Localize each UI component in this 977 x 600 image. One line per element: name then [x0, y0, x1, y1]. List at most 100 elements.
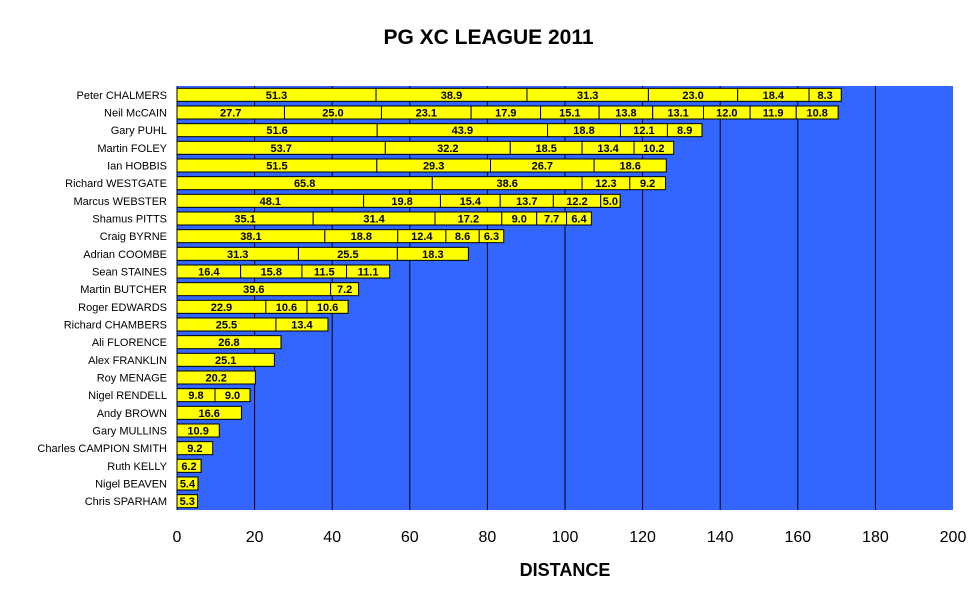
segment-value-label: 12.4 [411, 231, 433, 243]
bar-segment [176, 476, 199, 491]
category-label: Richard CHAMBERS [64, 320, 167, 332]
bar-row: 25.1 [176, 352, 275, 367]
bar-segment [306, 299, 349, 314]
bar-row: 27.7 25.0 23.1 17.9 15.1 13.8 13.1 12.0 11.9 10.8 [176, 105, 839, 120]
segment-value-label: 9.2 [187, 443, 202, 455]
bar-row: 5.4 [176, 476, 199, 491]
bar-segment [396, 246, 469, 261]
category-label: Marcus WEBSTER [73, 196, 167, 208]
category-label: Chris SPARHAM [85, 496, 167, 508]
segment-value-label: 10.8 [806, 108, 827, 120]
segment-value-label: 13.1 [667, 108, 688, 120]
segment-value-label: 20.2 [205, 373, 226, 385]
category-label: Sean STAINES [92, 267, 167, 279]
bar-row: 51.5 29.3 26.7 18.6 [176, 158, 667, 173]
bar-segment [176, 494, 199, 509]
segment-value-label: 29.3 [423, 161, 444, 173]
segment-value-label: 18.6 [619, 161, 640, 173]
segment-value-label: 8.6 [455, 231, 470, 243]
bar-row: 25.5 13.4 [176, 317, 329, 332]
segment-value-label: 51.5 [266, 161, 287, 173]
x-tick-label: 120 [629, 529, 656, 546]
segment-value-label: 39.6 [243, 284, 264, 296]
bar-segment [214, 388, 251, 403]
segment-value-label: 22.9 [211, 302, 232, 314]
x-tick-label: 20 [246, 529, 264, 546]
segment-value-label: 6.2 [181, 461, 196, 473]
bar-row: 35.1 31.4 17.2 9.0 7.7 6.4 [176, 211, 592, 226]
segment-value-label: 6.4 [571, 214, 587, 226]
segment-value-label: 27.7 [220, 108, 241, 120]
bar-row: 39.6 7.2 [176, 282, 360, 297]
bar-segment [330, 282, 360, 297]
category-label: Charles CAMPION SMITH [37, 443, 167, 455]
segment-value-label: 11.5 [314, 267, 335, 279]
segment-value-label: 17.9 [495, 108, 516, 120]
segment-value-label: 11.9 [763, 108, 784, 120]
segment-value-label: 7.7 [544, 214, 559, 226]
segment-value-label: 48.1 [260, 196, 281, 208]
bar-row: 48.1 19.8 15.4 13.7 12.2 5.0 [176, 193, 621, 208]
segment-value-label: 10.6 [276, 302, 297, 314]
segment-value-label: 35.1 [234, 214, 255, 226]
segment-value-label: 38.9 [441, 90, 462, 102]
segment-value-label: 53.7 [270, 143, 291, 155]
category-label: Nigel BEAVEN [95, 479, 167, 491]
bar-segment [566, 211, 592, 226]
segment-value-label: 8.9 [677, 125, 692, 137]
segment-value-label: 25.5 [216, 320, 237, 332]
segment-value-label: 10.2 [643, 143, 664, 155]
segment-value-label: 15.4 [460, 196, 482, 208]
bar-row: 26.8 [176, 335, 282, 350]
segment-value-label: 31.4 [363, 214, 385, 226]
bar-segment [176, 370, 256, 385]
segment-value-label: 25.1 [215, 355, 236, 367]
segment-value-label: 12.1 [633, 125, 654, 137]
segment-value-label: 9.2 [640, 178, 655, 190]
segment-value-label: 16.6 [198, 408, 219, 420]
bar-segment [176, 423, 220, 438]
bar-segment [629, 176, 666, 191]
category-label: Martin BUTCHER [80, 284, 167, 296]
segment-value-label: 23.0 [682, 90, 703, 102]
bar-row: 51.6 43.9 18.8 12.1 8.9 [176, 123, 703, 137]
bar-row: 20.2 [176, 370, 256, 385]
category-label: Alex FRANKLIN [88, 355, 167, 367]
x-tick-label: 160 [784, 529, 811, 546]
segment-value-label: 32.2 [437, 143, 458, 155]
x-tick-label: 80 [479, 529, 497, 546]
bar-row: 9.2 [176, 441, 214, 456]
bar-row: 9.8 9.0 [176, 388, 251, 403]
bar-segment [633, 140, 675, 155]
segment-value-label: 16.4 [198, 267, 220, 279]
segment-value-label: 18.8 [351, 231, 372, 243]
segment-value-label: 10.6 [317, 302, 338, 314]
bar-segment [600, 193, 621, 208]
bar-segment [176, 352, 275, 367]
bar-row: 5.3 [176, 494, 199, 509]
grid-lines [176, 86, 876, 510]
bar-segment [275, 317, 329, 332]
category-label: Richard WESTGATE [65, 178, 167, 190]
category-labels: Peter CHALMERS Neil McCAIN Gary PUHL Martin… [37, 90, 167, 508]
segment-value-label: 13.4 [597, 143, 619, 155]
segment-value-label: 10.9 [187, 426, 208, 438]
bar-row: 65.8 38.6 12.3 9.2 [176, 176, 666, 191]
segment-value-label: 8.3 [818, 90, 833, 102]
segment-value-label: 18.4 [763, 90, 785, 102]
category-label: Gary MULLINS [92, 426, 167, 438]
category-label: Ruth KELLY [107, 461, 167, 473]
segment-value-label: 15.1 [559, 108, 580, 120]
bar-segment [176, 458, 202, 473]
segment-value-label: 9.8 [188, 390, 203, 402]
bar-segment [346, 264, 391, 279]
category-label: Gary PUHL [111, 125, 167, 137]
x-tick-label: 180 [862, 529, 889, 546]
segment-value-label: 31.3 [577, 90, 598, 102]
segment-value-label: 23.1 [416, 108, 437, 120]
segment-value-label: 12.0 [716, 108, 737, 120]
segment-value-label: 9.0 [512, 214, 527, 226]
segment-value-label: 13.8 [615, 108, 636, 120]
segment-value-label: 13.7 [516, 196, 537, 208]
